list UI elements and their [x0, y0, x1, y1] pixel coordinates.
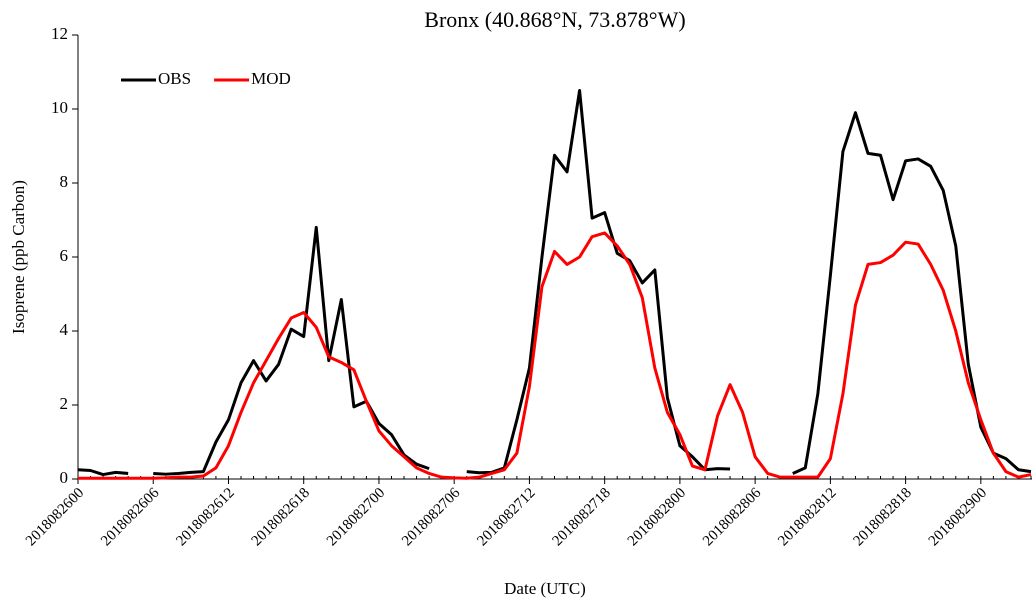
x-tick-label: 2018082606 [98, 485, 163, 550]
x-tick-label: 2018082600 [23, 485, 87, 549]
y-tick-label: 12 [51, 24, 68, 43]
x-tick-label: 2018082800 [625, 485, 689, 549]
x-tick-label: 2018082618 [249, 485, 313, 549]
x-tick-label: 2018082700 [324, 485, 388, 549]
x-tick-label: 2018082812 [775, 485, 839, 549]
x-tick-label: 2018082818 [851, 485, 915, 549]
x-tick-label: 2018082612 [173, 485, 237, 549]
y-tick-label: 6 [60, 246, 69, 265]
y-tick-label: 8 [60, 172, 69, 191]
x-tick-label: 2018082718 [550, 485, 614, 549]
x-tick-label: 2018082712 [474, 485, 538, 549]
chart-title: Bronx (40.868°N, 73.878°W) [424, 7, 685, 32]
x-tick-label: 2018082806 [700, 485, 765, 550]
series-line [77, 89, 1032, 477]
y-tick-label: 2 [60, 394, 69, 413]
x-tick-label: 2018082900 [926, 485, 990, 549]
x-axis-label: Date (UTC) [504, 579, 586, 598]
x-tick-label: 2018082706 [399, 485, 464, 550]
series-line [78, 231, 1032, 480]
y-tick-label: 0 [60, 468, 69, 487]
y-axis-label: Isoprene (ppb Carbon) [9, 180, 28, 334]
legend-label: MOD [251, 69, 291, 88]
y-tick-label: 4 [60, 320, 69, 339]
y-tick-label: 10 [51, 98, 68, 117]
legend-label: OBS [158, 69, 191, 88]
